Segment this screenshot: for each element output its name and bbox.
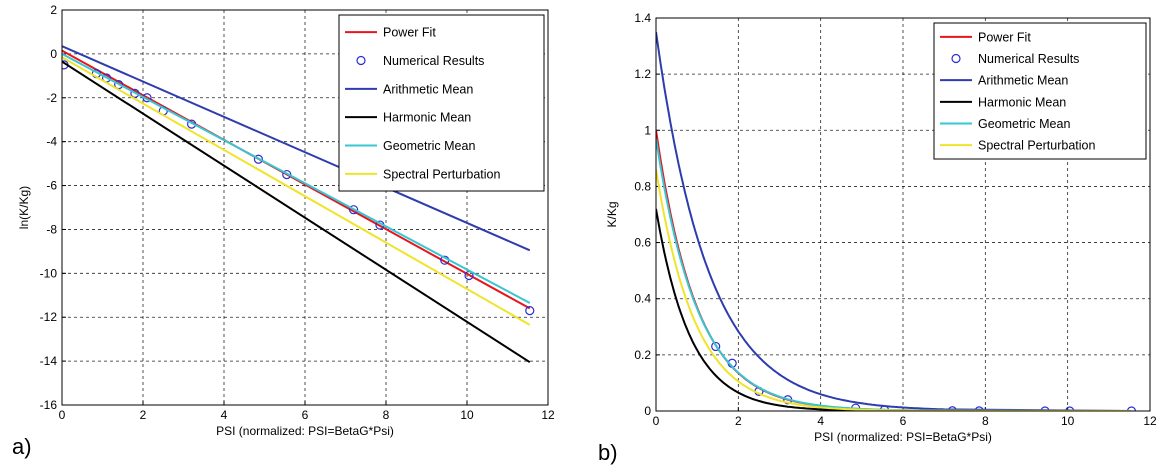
chart-b-ytick-label: 0: [644, 404, 651, 418]
chart-b-ytick-label: 0.4: [634, 292, 651, 306]
chart-b-legend-label-harmonic-mean: Harmonic Mean: [978, 95, 1066, 109]
chart-a-line-harmonic-mean: [62, 60, 531, 364]
chart-a-xtick-label: 2: [140, 408, 147, 422]
chart-b-xtick-label: 10: [1061, 414, 1075, 428]
chart-b-point-numerical-results: [1126, 406, 1137, 411]
chart-b-xtick-label: 12: [1143, 414, 1157, 428]
chart-a-point-numerical-results: [525, 306, 535, 316]
chart-b-legend-label-arithmetic-mean: Arithmetic Mean: [978, 74, 1068, 88]
chart-a-point-numerical-results: [349, 205, 359, 215]
chart-a-x-axis-label: PSI (normalized: PSI=BetaG*Psi): [216, 424, 394, 438]
chart-a-legend-label-numerical-results: Numerical Results: [383, 54, 484, 68]
chart-a-ytick-label: -14: [40, 354, 58, 368]
chart-b-axes-frame: [655, 17, 1151, 412]
chart-a-ytick-label: -8: [46, 222, 57, 236]
chart-a-axes-frame: [61, 9, 549, 406]
chart-a-line-spectral-perturbation: [62, 56, 531, 326]
chart-a-ytick-label: -6: [46, 179, 57, 193]
chart-a-ytick-label: -2: [46, 91, 57, 105]
chart-a-xtick-label: 4: [221, 408, 228, 422]
chart-a-legend-box: [338, 14, 545, 192]
chart-a-xtick-label: 10: [460, 408, 474, 422]
chart-b-ytick-label: 1.2: [634, 67, 651, 81]
chart-a-line-geometric-mean: [62, 53, 531, 304]
chart-a-legend-label-harmonic-mean: Harmonic Mean: [383, 111, 471, 125]
chart-a-ytick-label: -4: [46, 135, 57, 149]
chart-b-xtick-label: 0: [653, 414, 660, 428]
chart-a-legend-label-spectral-perturbation: Spectral Perturbation: [383, 167, 500, 181]
chart-a-ytick-label: 2: [50, 3, 57, 17]
chart-b-ytick-label: 0.6: [634, 236, 651, 250]
chart-a-point-numerical-results: [130, 88, 140, 98]
panel-label-a: a): [12, 434, 32, 459]
chart-b-k-kg: 0 2 4 6 8 10 12 0 0.2 0.4 0.6 0.8 1 1.2 1.4 PSI (normal…: [605, 11, 1157, 444]
chart-a-ln-k-kg: 0 2 4 6 8 10 12 -16 -14 -12 -10 -8 -6 -4 -2 0 2 PSI (norm…: [17, 3, 555, 438]
chart-b-xtick-label: 8: [982, 414, 989, 428]
chart-b-legend: Power Fit Numerical Results Arithmetic Mea…: [933, 22, 1147, 160]
chart-b-point-numerical-results: [711, 341, 721, 352]
chart-a-legend-label-arithmetic-mean: Arithmetic Mean: [383, 82, 473, 96]
chart-b-x-axis-label: PSI (normalized: PSI=BetaG*Psi): [814, 430, 992, 444]
chart-b-ytick-label: 0.2: [634, 348, 651, 362]
chart-b-legend-box: [933, 22, 1147, 160]
chart-a-ytick-label: -12: [40, 310, 58, 324]
chart-b-ytick-label: 0.8: [634, 179, 651, 193]
chart-a-series-group: [62, 45, 535, 364]
chart-a-ytick-label: 0: [50, 47, 57, 61]
chart-a-legend: Power Fit Numerical Results Arithmetic Mea…: [338, 14, 545, 192]
chart-a-ytick-label: -10: [40, 266, 58, 280]
chart-b-y-axis-label: K/Kg: [605, 201, 619, 227]
chart-a-point-numerical-results: [282, 169, 292, 180]
chart-a-line-arithmetic-mean: [62, 45, 531, 252]
chart-a-y-axis-label: ln(K/Kg): [17, 186, 31, 229]
chart-b-point-numerical-results: [1065, 406, 1075, 411]
chart-a-xtick-label: 8: [383, 408, 390, 422]
chart-a-xtick-label: 6: [302, 408, 309, 422]
panel-label-b: b): [598, 440, 618, 465]
chart-b-legend-swatch-numerical-results: [951, 53, 961, 64]
chart-b-legend-label-spectral-perturbation: Spectral Perturbation: [978, 139, 1095, 153]
chart-b-ytick-label: 1.4: [634, 11, 651, 25]
chart-b-xtick-label: 6: [900, 414, 907, 428]
chart-a-xtick-label: 12: [541, 408, 555, 422]
chart-b-legend-label-numerical-results: Numerical Results: [978, 52, 1079, 66]
chart-a-legend-label-geometric-mean: Geometric Mean: [383, 139, 475, 153]
chart-b-xtick-label: 2: [735, 414, 742, 428]
chart-a-point-numerical-results: [253, 154, 264, 164]
chart-b-line-arithmetic-mean: [656, 31, 1132, 411]
chart-a-ytick-label: -16: [40, 398, 58, 412]
chart-a-xtick-label: 0: [59, 408, 66, 422]
chart-b-xtick-label: 4: [817, 414, 824, 428]
chart-a-legend-swatch-numerical-results: [356, 55, 366, 66]
chart-b-legend-label-power-fit: Power Fit: [978, 30, 1031, 44]
chart-b-ytick-label: 1: [644, 123, 651, 137]
chart-b-legend-label-geometric-mean: Geometric Mean: [978, 117, 1070, 131]
chart-a-legend-label-power-fit: Power Fit: [383, 26, 436, 40]
